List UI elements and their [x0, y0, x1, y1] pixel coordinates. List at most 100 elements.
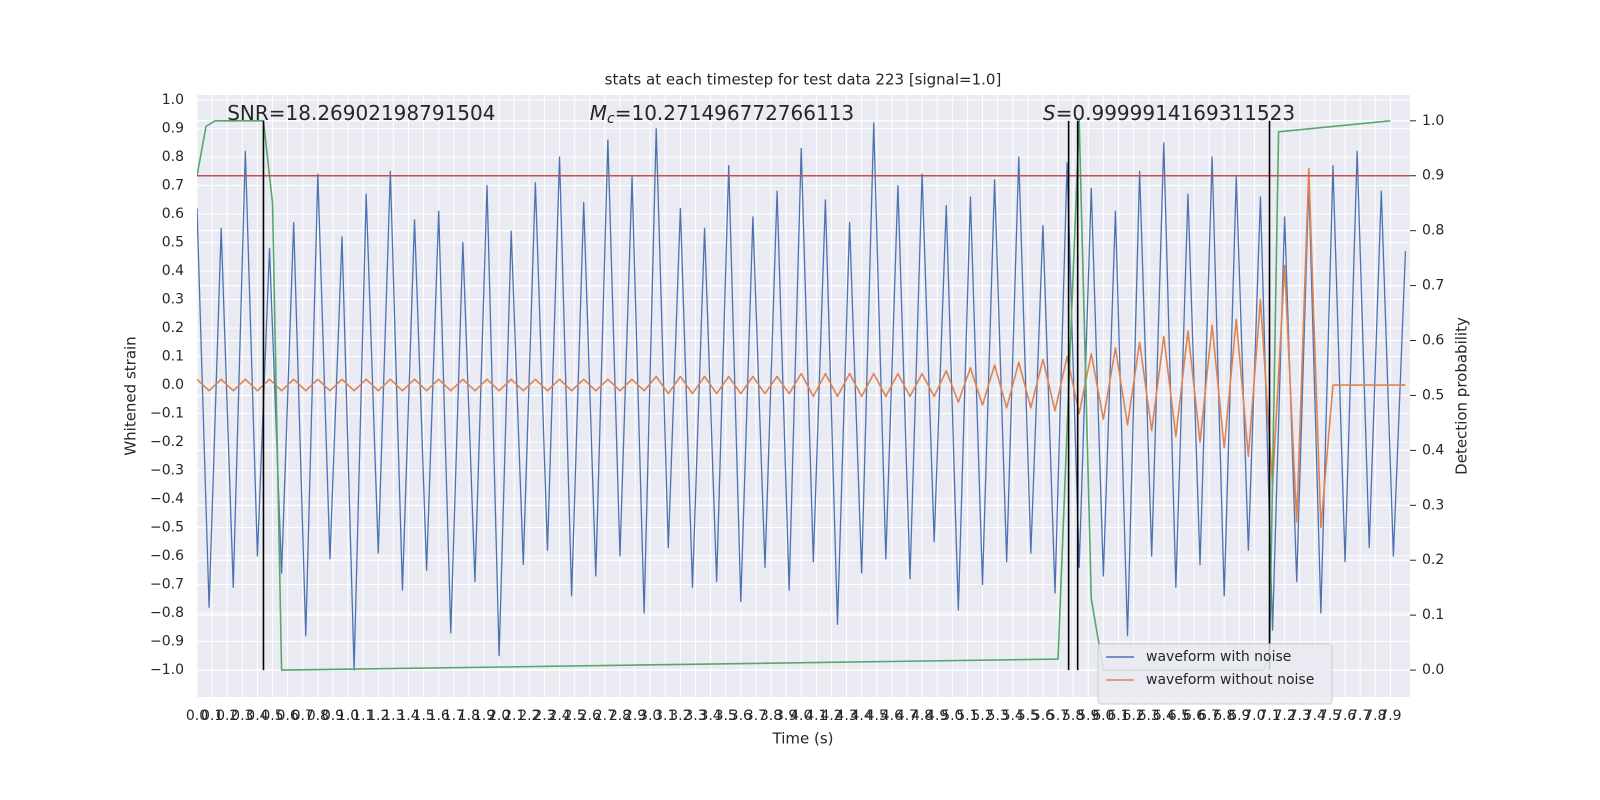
x-tick-label: 3.8	[760, 708, 782, 724]
y-tick-label: −0.4	[150, 491, 184, 507]
x-tick-label: 1.8	[458, 708, 480, 724]
x-tick-label: 2.8	[609, 708, 631, 724]
x-tick-label: 0.8	[307, 708, 329, 724]
x-tick-label: 6.9	[1228, 708, 1250, 724]
x-tick-label: 0.9	[322, 708, 344, 724]
x-tick-label: 7.6	[1334, 708, 1356, 724]
y2-tick-label: 0.9	[1422, 168, 1444, 184]
x-axis-label: Time (s)	[772, 730, 834, 748]
x-tick-label: 7.7	[1349, 708, 1371, 724]
y-tick-label: 0.4	[162, 263, 184, 279]
y-tick-label: 0.6	[162, 206, 184, 222]
annotation-text: =10.271496772766113	[615, 101, 854, 125]
x-tick-label: 3.5	[715, 708, 737, 724]
x-tick-label: 5.6	[1032, 708, 1054, 724]
y-tick-label: −0.8	[150, 605, 184, 621]
x-tick-label: 0.3	[231, 708, 253, 724]
x-tick-label: 4.7	[896, 708, 918, 724]
x-tick-label: 4.4	[851, 708, 873, 724]
x-tick-label: 6.2	[1122, 708, 1144, 724]
series-line	[197, 167, 1406, 529]
series-line	[197, 122, 1407, 671]
y2-tick-label: 0.5	[1422, 387, 1444, 403]
x-tick-label: 5.0	[941, 708, 963, 724]
x-tick-label: 5.2	[971, 708, 993, 724]
annotation-subscript: c	[607, 111, 615, 127]
x-tick-label: 6.8	[1213, 708, 1235, 724]
legend-box	[1097, 643, 1333, 705]
x-tick-label: 6.1	[1107, 708, 1129, 724]
x-tick-label: 2.9	[624, 708, 646, 724]
y2-tick-label: 0.3	[1422, 497, 1444, 513]
x-tick-label: 7.5	[1319, 708, 1341, 724]
y-axis-label: Whitened strain	[122, 336, 140, 455]
y-tick-label: −0.3	[150, 463, 184, 479]
x-tick-label: 0.6	[277, 708, 299, 724]
y-tick-label: −0.1	[150, 406, 184, 422]
y-tick-label: 1.0	[162, 92, 184, 108]
x-tick-label: 1.5	[412, 708, 434, 724]
x-tick-label: 7.0	[1243, 708, 1265, 724]
x-tick-label: 2.6	[579, 708, 601, 724]
x-tick-label: 0.7	[292, 708, 314, 724]
y-tick-label: 0.0	[162, 377, 184, 393]
x-tick-label: 0.0	[186, 708, 208, 724]
y2-tick-label: 0.8	[1422, 223, 1444, 239]
y2-tick-label: 0.7	[1422, 278, 1444, 294]
x-tick-label: 1.9	[473, 708, 495, 724]
x-tick-label: 5.5	[1017, 708, 1039, 724]
y2-tick-label: 0.6	[1422, 333, 1444, 349]
x-tick-label: 4.0	[790, 708, 812, 724]
x-tick-label: 6.6	[1183, 708, 1205, 724]
x-tick-label: 4.3	[835, 708, 857, 724]
annotation-symbol: M	[590, 101, 607, 125]
x-tick-label: 2.2	[518, 708, 540, 724]
y-tick-label: −0.2	[150, 434, 184, 450]
x-tick-label: 3.3	[684, 708, 706, 724]
y2-tick-label: 0.4	[1422, 442, 1444, 458]
x-tick-label: 4.5	[866, 708, 888, 724]
x-tick-label: 1.7	[443, 708, 465, 724]
y-tick-label: 0.7	[162, 178, 184, 194]
x-tick-label: 6.3	[1138, 708, 1160, 724]
x-tick-label: 1.4	[397, 708, 419, 724]
x-tick-label: 5.1	[956, 708, 978, 724]
x-tick-label: 1.1	[352, 708, 374, 724]
x-tick-label: 2.1	[503, 708, 525, 724]
x-tick-label: 3.1	[654, 708, 676, 724]
x-tick-label: 6.4	[1153, 708, 1175, 724]
x-tick-label: 3.0	[639, 708, 661, 724]
x-tick-label: 7.1	[1258, 708, 1280, 724]
x-tick-label: 7.4	[1304, 708, 1326, 724]
y-tick-label: −0.7	[150, 576, 184, 592]
x-tick-label: 3.2	[669, 708, 691, 724]
y2-tick-label: 1.0	[1422, 113, 1444, 129]
y2-axis-label: Detection probability	[1453, 317, 1471, 475]
x-tick-label: 5.3	[986, 708, 1008, 724]
x-tick-label: 3.7	[745, 708, 767, 724]
x-tick-label: 1.6	[428, 708, 450, 724]
x-tick-label: 2.0	[488, 708, 510, 724]
x-tick-label: 4.1	[805, 708, 827, 724]
x-tick-label: 6.7	[1198, 708, 1220, 724]
annotation-text: =0.9999914169311523	[1056, 101, 1295, 125]
x-tick-label: 3.6	[730, 708, 752, 724]
x-tick-label: 1.3	[382, 708, 404, 724]
x-tick-label: 3.9	[775, 708, 797, 724]
x-tick-label: 7.2	[1273, 708, 1295, 724]
x-tick-label: 4.9	[926, 708, 948, 724]
x-tick-label: 5.9	[1077, 708, 1099, 724]
x-tick-label: 7.9	[1379, 708, 1401, 724]
annotation: SNR=18.26902198791504	[227, 101, 495, 125]
x-tick-label: 6.0	[1092, 708, 1114, 724]
x-tick-label: 5.7	[1047, 708, 1069, 724]
x-tick-label: 1.2	[367, 708, 389, 724]
y-tick-label: 0.1	[162, 349, 184, 365]
annotation-symbol: S	[1043, 101, 1056, 125]
x-tick-label: 7.8	[1364, 708, 1386, 724]
y2-tick-label: 0.2	[1422, 552, 1444, 568]
y-tick-label: −0.6	[150, 548, 184, 564]
x-tick-label: 4.8	[911, 708, 933, 724]
x-tick-label: 2.7	[594, 708, 616, 724]
